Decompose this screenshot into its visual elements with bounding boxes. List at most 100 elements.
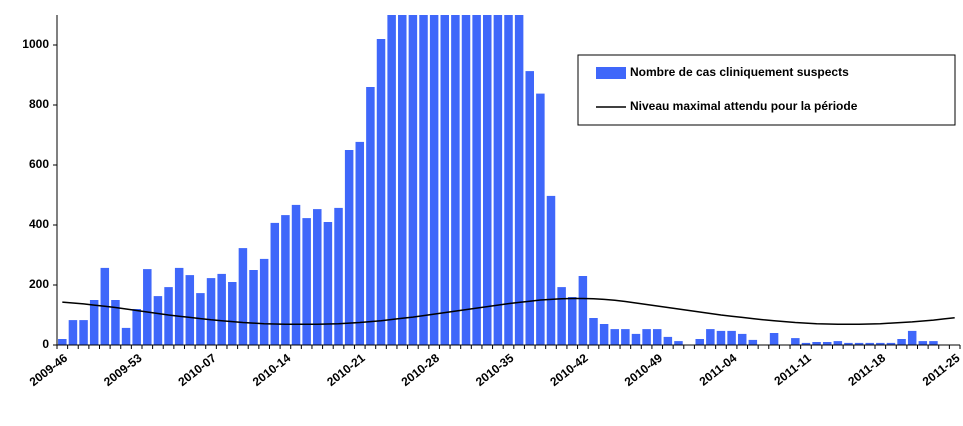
bar	[143, 269, 152, 345]
bar	[631, 333, 641, 345]
x-tick-label: 2011-25	[920, 351, 963, 389]
line	[62, 297, 955, 326]
bar	[323, 222, 333, 345]
bar	[844, 342, 853, 345]
y-tick-label: 0	[42, 337, 49, 351]
x-tick-label: 2010-42	[547, 351, 591, 389]
bar	[822, 342, 832, 345]
bar	[652, 329, 662, 345]
bar	[228, 282, 237, 345]
legend-label: Nombre de cas cliniquement suspects	[630, 65, 849, 79]
bar	[716, 330, 726, 345]
bar	[854, 342, 864, 345]
bar	[876, 342, 885, 345]
bar	[89, 300, 99, 345]
bar	[291, 204, 301, 345]
y-tick-label: 1000	[22, 37, 49, 51]
bar	[302, 218, 311, 345]
bar	[865, 342, 874, 345]
bar	[886, 342, 896, 345]
legend-box	[577, 54, 956, 126]
bar	[238, 248, 248, 345]
y-tick-label: 200	[29, 277, 49, 291]
bar	[153, 296, 163, 345]
bar	[249, 270, 258, 345]
bar	[536, 93, 545, 345]
bar	[472, 15, 481, 345]
bar	[791, 338, 800, 345]
bar	[546, 195, 556, 345]
x-tick-label: 2009-53	[101, 351, 145, 389]
bar	[737, 333, 747, 345]
bar	[706, 329, 715, 345]
bar	[440, 15, 450, 345]
bar	[270, 222, 280, 345]
x-tick-label: 2011-11	[771, 351, 814, 389]
x-tick-label: 2011-04	[697, 351, 740, 389]
legend-swatch	[596, 67, 626, 79]
bar	[217, 273, 226, 345]
bar	[483, 15, 492, 345]
bar	[769, 333, 779, 345]
bar	[621, 329, 630, 345]
bar	[259, 258, 269, 345]
bar	[567, 297, 577, 345]
x-tick-label: 2010-14	[250, 351, 294, 389]
bar	[599, 324, 609, 345]
bar	[68, 320, 78, 345]
bar	[812, 342, 821, 345]
bar	[610, 329, 619, 345]
bar	[674, 341, 683, 345]
bar	[461, 15, 471, 345]
bar	[419, 15, 428, 345]
bar	[174, 267, 184, 345]
bar	[929, 341, 938, 345]
bar	[111, 300, 120, 345]
bar	[695, 339, 704, 345]
bar	[801, 342, 811, 345]
bar	[748, 339, 758, 345]
bar	[58, 339, 67, 345]
bar	[663, 336, 673, 345]
bar	[578, 276, 588, 345]
y-tick-label: 800	[29, 97, 49, 111]
bar	[398, 15, 407, 345]
bar	[185, 275, 195, 345]
bar	[206, 278, 216, 345]
x-tick-label: 2010-49	[622, 351, 666, 389]
bar	[164, 287, 173, 345]
bar	[642, 329, 651, 345]
bar	[897, 339, 906, 345]
x-tick-label: 2011-18	[845, 351, 888, 389]
bar	[727, 330, 736, 345]
bar	[408, 15, 418, 345]
bar	[387, 15, 396, 345]
bar	[557, 287, 566, 345]
bar	[833, 341, 843, 345]
bar	[355, 141, 365, 345]
y-tick-label: 400	[29, 217, 49, 231]
bar	[504, 15, 513, 345]
bar	[589, 318, 598, 345]
bar	[334, 207, 343, 345]
x-tick-label: 2010-28	[399, 351, 443, 389]
bar	[366, 87, 375, 345]
bar	[525, 71, 534, 345]
bar	[132, 309, 141, 345]
x-tick-label: 2010-07	[176, 351, 220, 389]
bar	[344, 150, 354, 345]
x-tick-label: 2010-35	[473, 351, 517, 389]
legend-label: Niveau maximal attendu pour la période	[630, 99, 858, 113]
bar	[429, 15, 439, 345]
bar	[313, 209, 322, 345]
bar	[79, 320, 88, 345]
bar	[121, 327, 131, 345]
bar	[907, 330, 917, 345]
x-tick-label: 2010-21	[324, 351, 368, 389]
x-tick-label: 2009-46	[27, 351, 71, 389]
bar	[376, 39, 386, 345]
bar	[493, 15, 503, 345]
bar	[281, 215, 290, 345]
